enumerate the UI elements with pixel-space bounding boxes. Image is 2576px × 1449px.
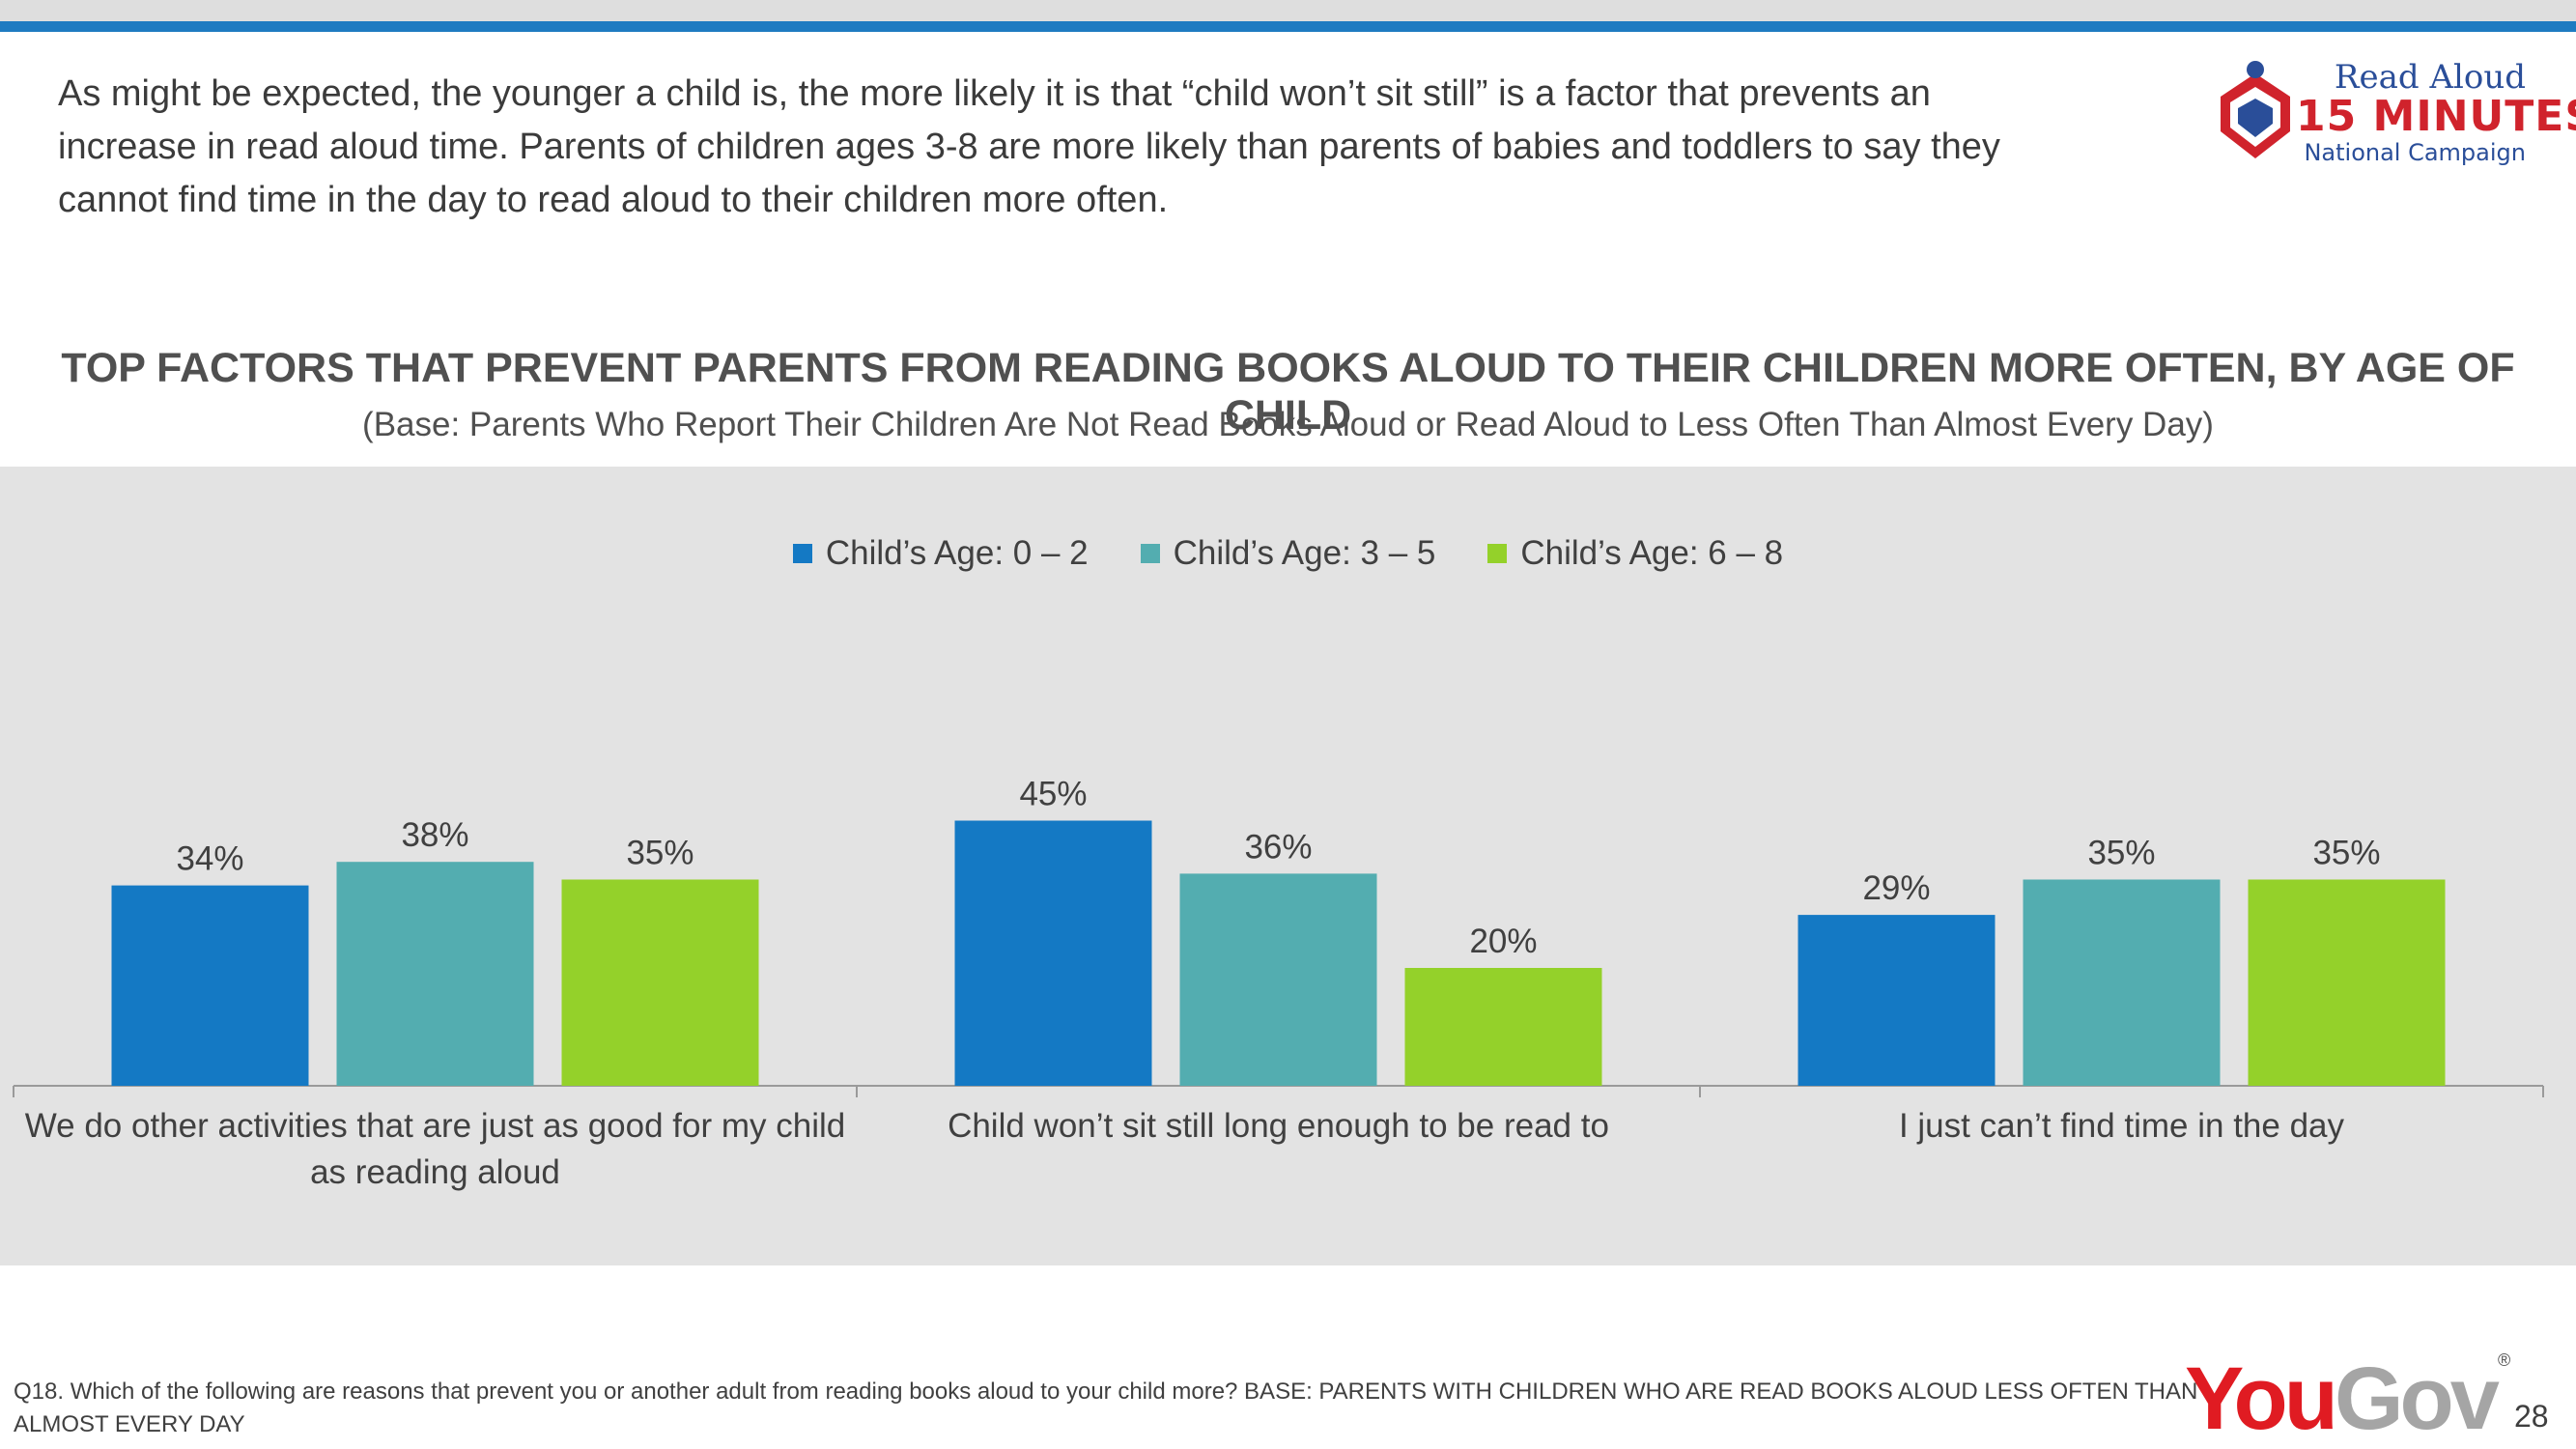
category-label: Child won’t sit still long enough to be … bbox=[948, 1107, 1609, 1145]
yougov-logo-you: You bbox=[2185, 1350, 2338, 1448]
legend-label-age-3-5: Child’s Age: 3 – 5 bbox=[1173, 534, 1436, 572]
legend-label-age-0-2: Child’s Age: 0 – 2 bbox=[825, 534, 1089, 572]
intro-paragraph: As might be expected, the younger a chil… bbox=[58, 73, 2000, 220]
bar-child-s-age-6-8-2 bbox=[1404, 968, 1602, 1086]
data-label: 35% bbox=[626, 835, 694, 872]
chart-title: TOP FACTORS THAT PREVENT PARENTS FROM RE… bbox=[61, 345, 2515, 439]
bar-child-s-age-0-2-1 bbox=[111, 885, 309, 1086]
legend-item-age-3-5: Child’s Age: 3 – 5 bbox=[1140, 534, 1436, 573]
logo-line-3: National Campaign bbox=[2304, 139, 2526, 166]
bar-child-s-age-3-5-1 bbox=[336, 862, 534, 1086]
bar-child-s-age-6-8-3 bbox=[2248, 879, 2446, 1086]
read-aloud-logo: Read Aloud 15 MINUTES National Campaign bbox=[2217, 58, 2576, 176]
category-label: We do other activities that are just as … bbox=[25, 1107, 846, 1145]
legend-swatch-age-6-8 bbox=[1487, 544, 1508, 563]
category-label: I just can’t find time in the day bbox=[1899, 1107, 2345, 1145]
yougov-logo-gov: Gov bbox=[2334, 1350, 2500, 1448]
bar-child-s-age-6-8-1 bbox=[561, 879, 759, 1086]
footnote: Q18. Which of the following are reasons … bbox=[14, 1378, 2198, 1437]
data-label: 35% bbox=[2312, 835, 2380, 872]
top-bar-grey bbox=[0, 0, 2576, 21]
chart-subtitle: (Base: Parents Who Report Their Children… bbox=[362, 406, 2214, 443]
legend-item-age-0-2: Child’s Age: 0 – 2 bbox=[792, 534, 1089, 573]
legend-label-age-6-8: Child’s Age: 6 – 8 bbox=[1520, 534, 1784, 572]
data-label: 45% bbox=[1019, 776, 1087, 813]
data-label: 29% bbox=[1862, 869, 1930, 907]
top-bar-accent bbox=[0, 21, 2576, 32]
data-label: 20% bbox=[1469, 923, 1537, 960]
data-label: 36% bbox=[1244, 828, 1312, 866]
page-number: 28 bbox=[2514, 1399, 2549, 1434]
bar-child-s-age-0-2-3 bbox=[1798, 915, 1996, 1086]
yougov-logo: YouGov ® bbox=[2185, 1350, 2510, 1448]
bar-child-s-age-3-5-2 bbox=[1179, 873, 1377, 1086]
data-label: 35% bbox=[2087, 835, 2155, 872]
legend-item-age-6-8: Child’s Age: 6 – 8 bbox=[1487, 534, 1783, 573]
bar-child-s-age-3-5-3 bbox=[2023, 879, 2221, 1086]
logo-line-1: Read Aloud bbox=[2334, 58, 2526, 97]
read-aloud-emblem-icon bbox=[2221, 61, 2290, 158]
registered-mark: ® bbox=[2498, 1350, 2511, 1370]
data-label: 34% bbox=[176, 840, 243, 878]
category-label: as reading aloud bbox=[310, 1153, 560, 1191]
bar-child-s-age-0-2-2 bbox=[954, 820, 1152, 1086]
legend-swatch-age-0-2 bbox=[792, 544, 812, 563]
chart-legend: Child’s Age: 0 – 2 Child’s Age: 3 – 5 Ch… bbox=[0, 534, 2576, 573]
legend-swatch-age-3-5 bbox=[1140, 544, 1160, 563]
data-label: 38% bbox=[401, 816, 468, 854]
